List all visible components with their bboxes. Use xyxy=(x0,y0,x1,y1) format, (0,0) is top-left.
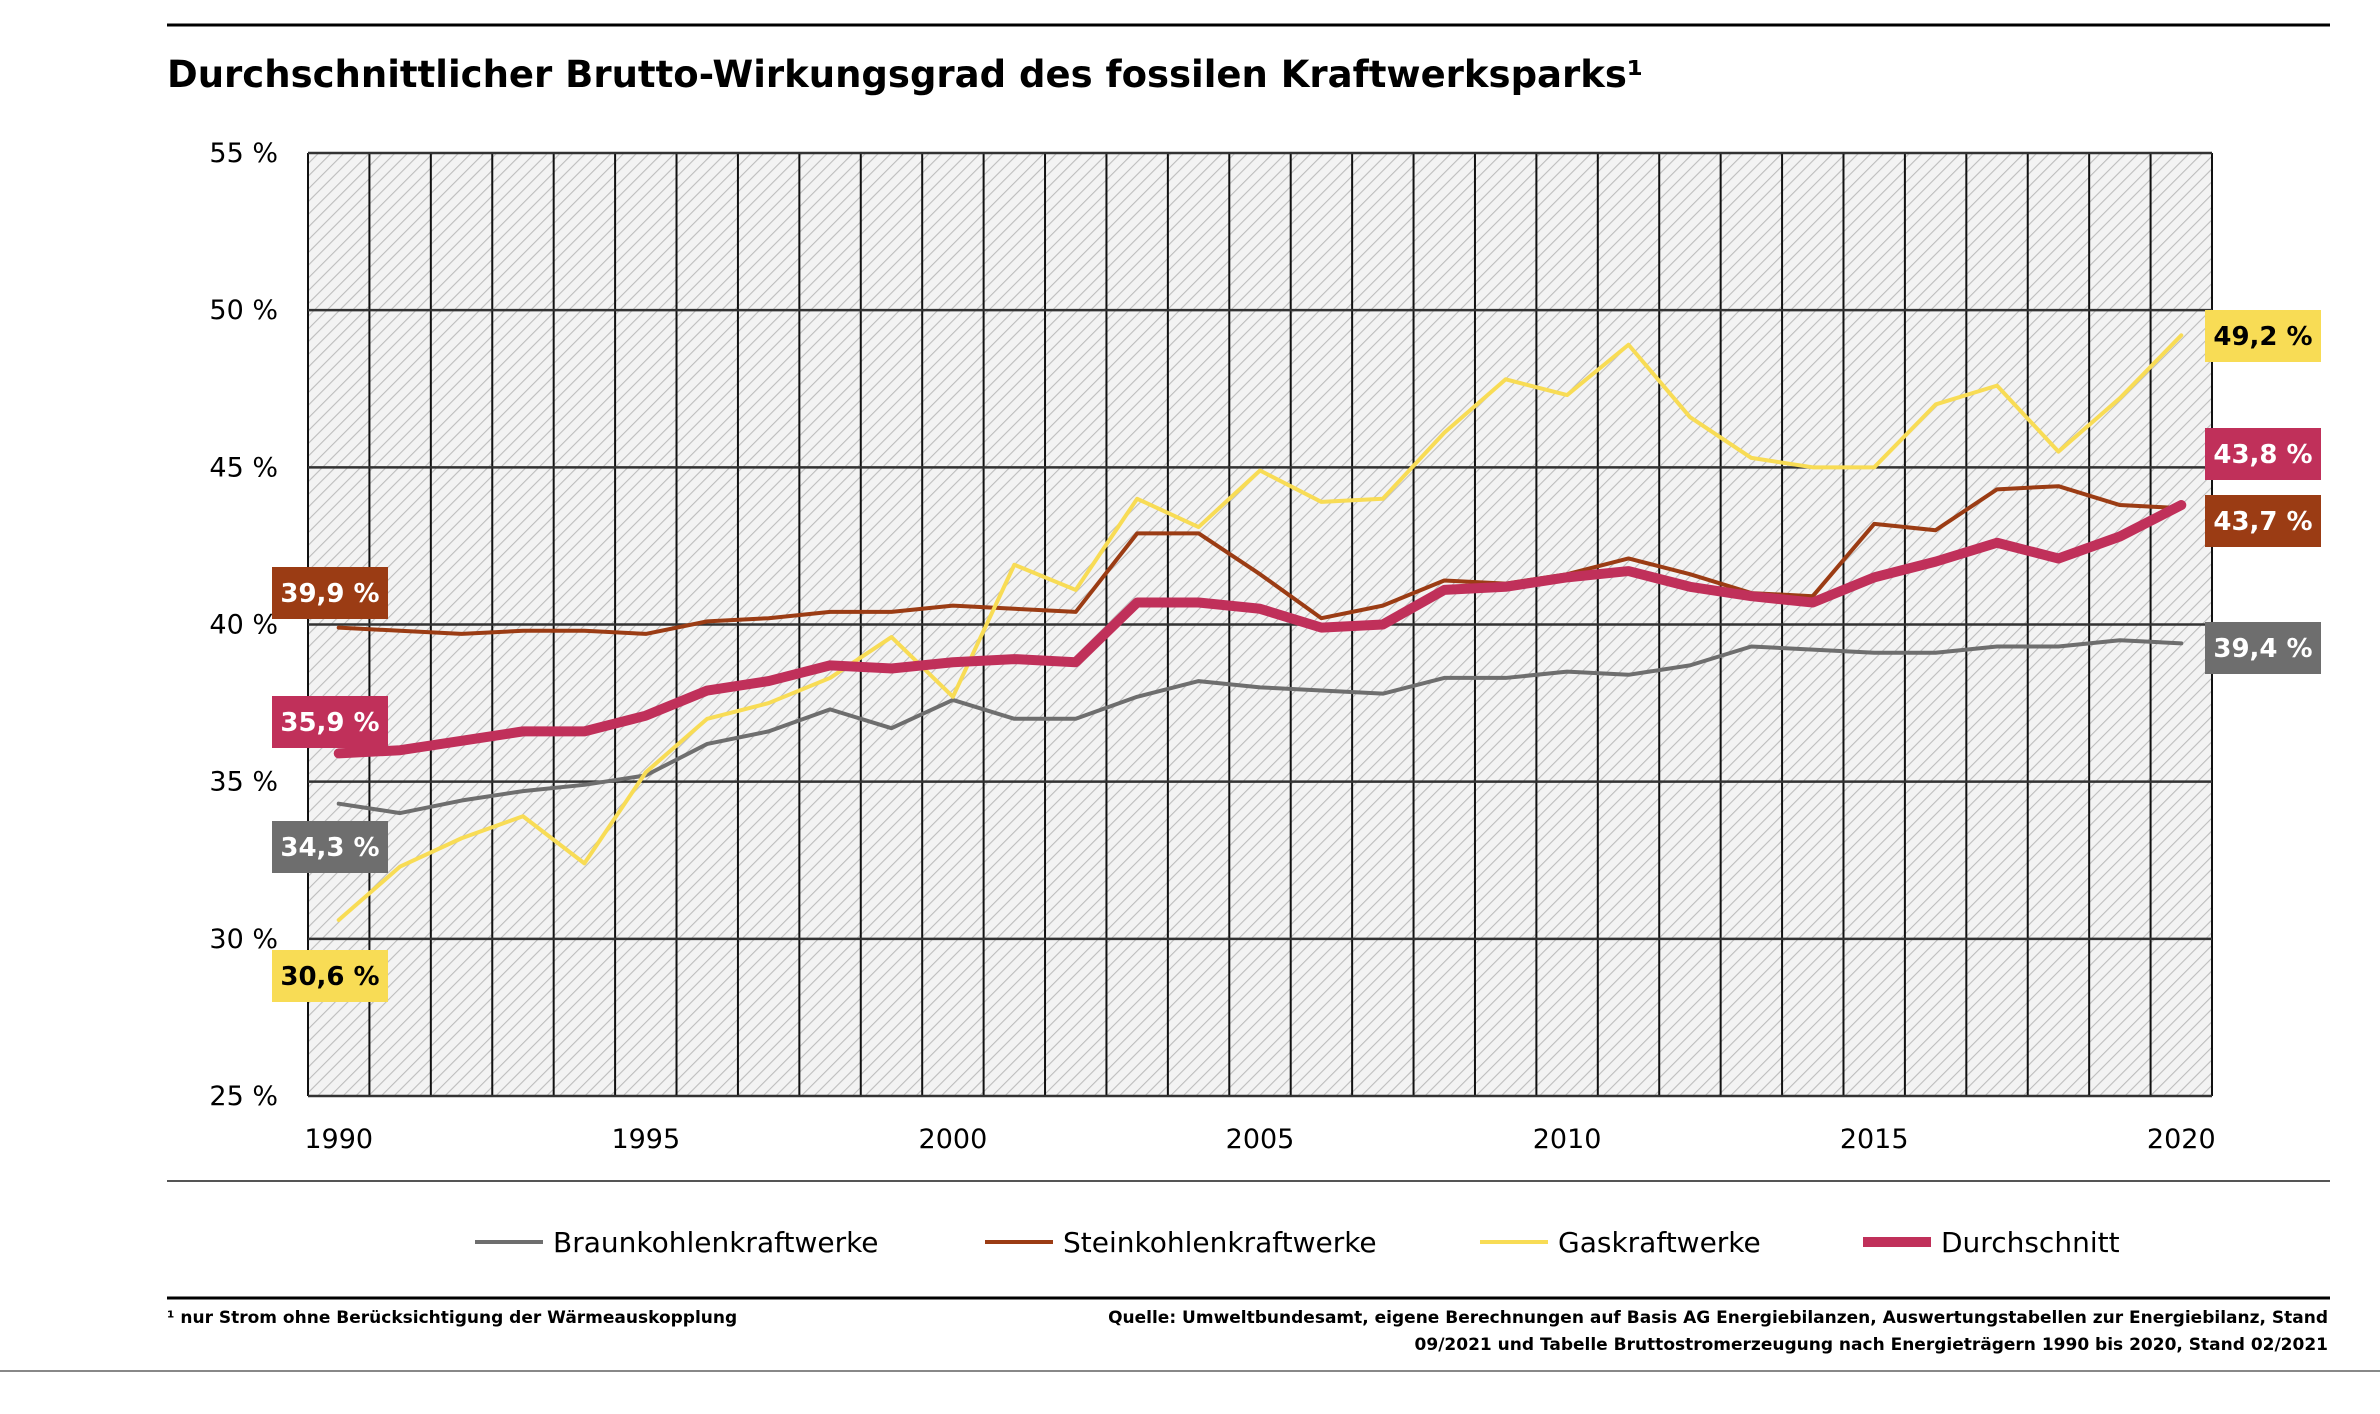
value-label-end: 43,8 % xyxy=(2205,428,2321,480)
legend-item: Braunkohlenkraftwerke xyxy=(475,1226,879,1259)
legend-label: Durchschnitt xyxy=(1941,1226,2120,1259)
value-label-text: 43,7 % xyxy=(2213,507,2312,537)
series-lines xyxy=(333,333,2187,922)
value-label-text: 39,4 % xyxy=(2213,634,2312,664)
legend-label: Steinkohlenkraftwerke xyxy=(1063,1226,1377,1259)
value-label-text: 43,8 % xyxy=(2213,440,2312,470)
y-tick-label: 45 % xyxy=(209,452,278,483)
y-tick-label: 25 % xyxy=(209,1081,278,1112)
value-label-text: 49,2 % xyxy=(2213,322,2312,352)
value-label-box xyxy=(272,567,388,619)
legend-item: Steinkohlenkraftwerke xyxy=(985,1226,1377,1259)
value-label-box xyxy=(2205,495,2321,547)
source-line-1: Quelle: Umweltbundesamt, eigene Berechnu… xyxy=(1108,1308,2328,1328)
y-axis: 25 % 30 % 35 % 40 % 45 % 50 % 55 % xyxy=(209,138,278,1112)
y-tick-label: 30 % xyxy=(209,924,278,955)
legend-label: Gaskraftwerke xyxy=(1558,1226,1761,1259)
value-label-box xyxy=(2205,428,2321,480)
source-line-2: 09/2021 und Tabelle Bruttostromerzeugung… xyxy=(1415,1335,2328,1355)
value-label-end: 43,7 % xyxy=(2205,495,2321,547)
x-tick-label: 2005 xyxy=(1226,1124,1295,1155)
plot-area xyxy=(307,151,2213,1098)
x-tick-label: 2015 xyxy=(1840,1124,1909,1155)
legend-item: Durchschnitt xyxy=(1863,1226,2120,1259)
y-tick-label: 40 % xyxy=(209,610,278,641)
footnote: ¹ nur Strom ohne Berücksichtigung der Wä… xyxy=(167,1308,737,1328)
value-label-start: 39,9 % xyxy=(272,567,388,619)
y-tick-label: 55 % xyxy=(209,138,278,169)
x-tick-label: 2000 xyxy=(919,1124,988,1155)
legend: Braunkohlenkraftwerke Steinkohlenkraftwer… xyxy=(475,1226,2120,1259)
value-label-start: 30,6 % xyxy=(272,950,388,1002)
value-label-start: 35,9 % xyxy=(272,696,388,748)
legend-item: Gaskraftwerke xyxy=(1480,1226,1761,1259)
y-tick-label: 50 % xyxy=(209,295,278,326)
legend-label: Braunkohlenkraftwerke xyxy=(553,1226,879,1259)
value-label-text: 30,6 % xyxy=(280,962,379,992)
y-tick-label: 35 % xyxy=(209,767,278,798)
chart-title: Durchschnittlicher Brutto-Wirkungsgrad d… xyxy=(167,53,1643,96)
value-label-text: 34,3 % xyxy=(280,833,379,863)
value-label-box xyxy=(272,696,388,748)
value-label-end: 49,2 % xyxy=(2205,310,2321,362)
value-label-box xyxy=(272,821,388,873)
x-tick-label: 2020 xyxy=(2147,1124,2216,1155)
x-axis: 1990 1995 2000 2005 2010 2015 2020 xyxy=(304,1124,2215,1155)
x-tick-label: 1990 xyxy=(304,1124,373,1155)
value-label-box xyxy=(2205,622,2321,674)
value-label-end: 39,4 % xyxy=(2205,622,2321,674)
value-label-text: 35,9 % xyxy=(280,708,379,738)
value-label-start: 34,3 % xyxy=(272,821,388,873)
x-tick-label: 1995 xyxy=(611,1124,680,1155)
value-label-text: 39,9 % xyxy=(280,579,379,609)
value-labels: 34,3 % 39,4 % 39,9 % 43,7 % 30,6 % 49,2 % 35,9… xyxy=(272,310,2321,1002)
value-label-box xyxy=(2205,310,2321,362)
value-label-box xyxy=(272,950,388,1002)
x-tick-label: 2010 xyxy=(1533,1124,1602,1155)
